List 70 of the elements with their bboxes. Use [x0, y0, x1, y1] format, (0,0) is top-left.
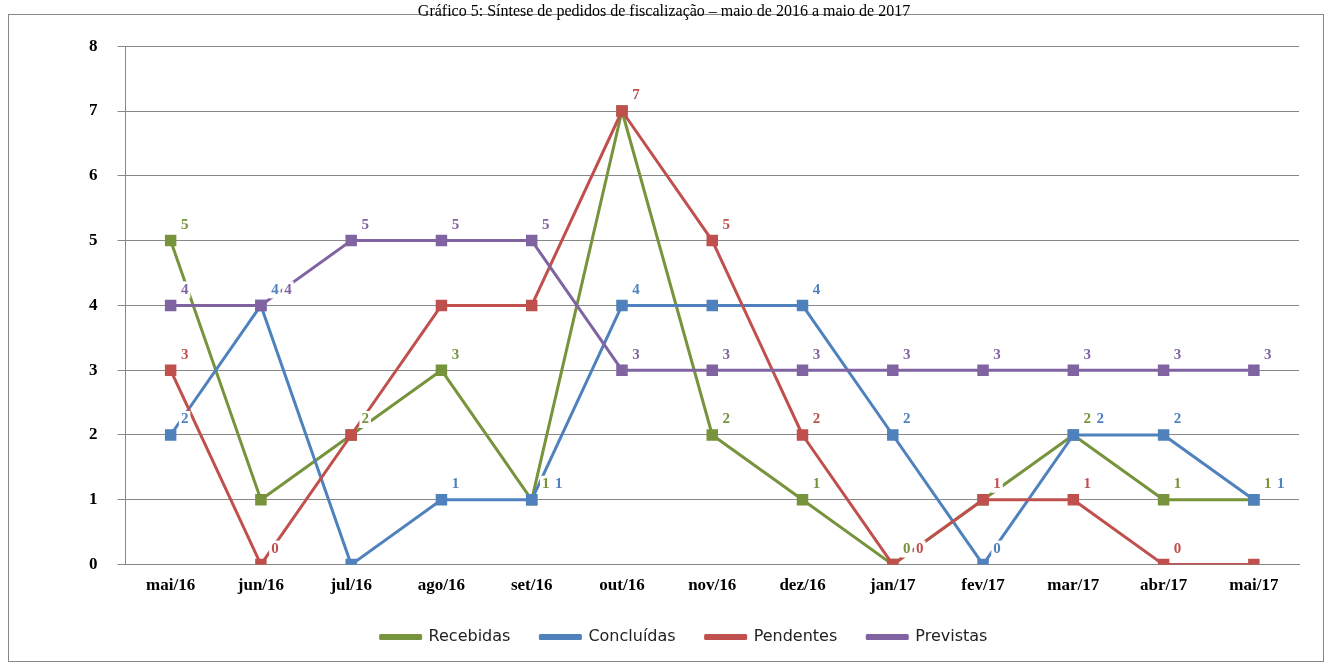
- data-label: 0: [271, 539, 279, 556]
- y-tick-label: 1: [89, 489, 98, 509]
- legend-label: Recebidas: [428, 626, 511, 646]
- data-label: 1: [1173, 475, 1182, 492]
- chart-title: Gráfico 5: Síntese de pedidos de fiscalização – maio de 2016 a maio de 2017: [416, 1, 912, 22]
- data-label: 1: [993, 475, 1001, 492]
- x-tick-label: abr/17: [1139, 575, 1188, 595]
- data-label: 0: [1173, 539, 1182, 556]
- data-label: 5: [722, 215, 730, 232]
- x-tick-label: out/16: [599, 575, 645, 595]
- data-label: 1: [1083, 475, 1092, 492]
- x-tick-label: jun/16: [236, 575, 285, 595]
- data-label: 5: [541, 215, 550, 232]
- data-label: 3: [632, 345, 640, 362]
- y-tick-label: 4: [89, 294, 98, 314]
- x-tick-label: set/16: [510, 575, 553, 595]
- data-label: 3: [903, 345, 911, 362]
- data-label: 1: [1264, 475, 1272, 492]
- data-label: 3: [180, 345, 189, 362]
- data-label: 1: [554, 475, 563, 492]
- data-label: 3: [722, 345, 730, 362]
- data-label: 2: [180, 410, 189, 427]
- x-tick-label: mar/17: [1047, 575, 1100, 595]
- data-label: 5: [451, 215, 460, 232]
- data-label: 5: [180, 215, 189, 232]
- data-label: 1: [812, 475, 821, 492]
- y-tick-label: 3: [89, 359, 98, 379]
- legend-label: Previstas: [915, 626, 988, 646]
- data-label: 3: [451, 345, 460, 362]
- legend-label: Concluídas: [588, 626, 676, 646]
- data-label: 3: [993, 345, 1001, 362]
- y-tick-label: 8: [89, 35, 98, 55]
- y-tick-label: 0: [89, 553, 98, 573]
- data-label: 4: [180, 280, 189, 297]
- legend-label: Pendentes: [753, 626, 838, 646]
- data-label: 1: [451, 475, 460, 492]
- x-tick-label: jul/16: [329, 575, 372, 595]
- data-label: 3: [1083, 345, 1092, 362]
- data-label: 4: [284, 280, 293, 297]
- y-tick-label: 6: [89, 165, 98, 185]
- data-label: 0: [903, 539, 911, 556]
- x-tick-label: mai/17: [1229, 575, 1279, 595]
- y-tick-label: 5: [89, 229, 98, 249]
- data-label: 7: [632, 86, 641, 103]
- data-label: 2: [1173, 410, 1182, 427]
- x-tick-label: nov/16: [688, 575, 737, 595]
- data-label: 1: [541, 475, 550, 492]
- data-label: 4: [632, 280, 641, 297]
- data-label: 0: [916, 539, 924, 556]
- data-label: 1: [1277, 475, 1285, 492]
- data-label: 0: [993, 539, 1001, 556]
- x-tick-label: dez/16: [779, 575, 826, 595]
- data-label: 5: [361, 215, 369, 232]
- y-tick-label: 2: [89, 424, 98, 444]
- x-tick-label: mai/16: [146, 575, 196, 595]
- data-label: 2: [1096, 410, 1105, 427]
- y-tick-label: 7: [89, 100, 98, 120]
- data-label: 2: [361, 410, 369, 427]
- x-tick-label: jan/17: [869, 575, 916, 595]
- x-tick-label: fev/17: [961, 575, 1006, 595]
- data-label: 2: [1083, 410, 1092, 427]
- data-label: 3: [1173, 345, 1182, 362]
- data-label: 2: [812, 410, 821, 427]
- data-label: 2: [903, 410, 911, 427]
- data-label: 4: [271, 280, 280, 297]
- data-label: 3: [812, 345, 821, 362]
- data-label: 4: [812, 280, 821, 297]
- data-label: 3: [1264, 345, 1272, 362]
- data-label: 2: [722, 410, 730, 427]
- x-tick-label: ago/16: [417, 575, 466, 595]
